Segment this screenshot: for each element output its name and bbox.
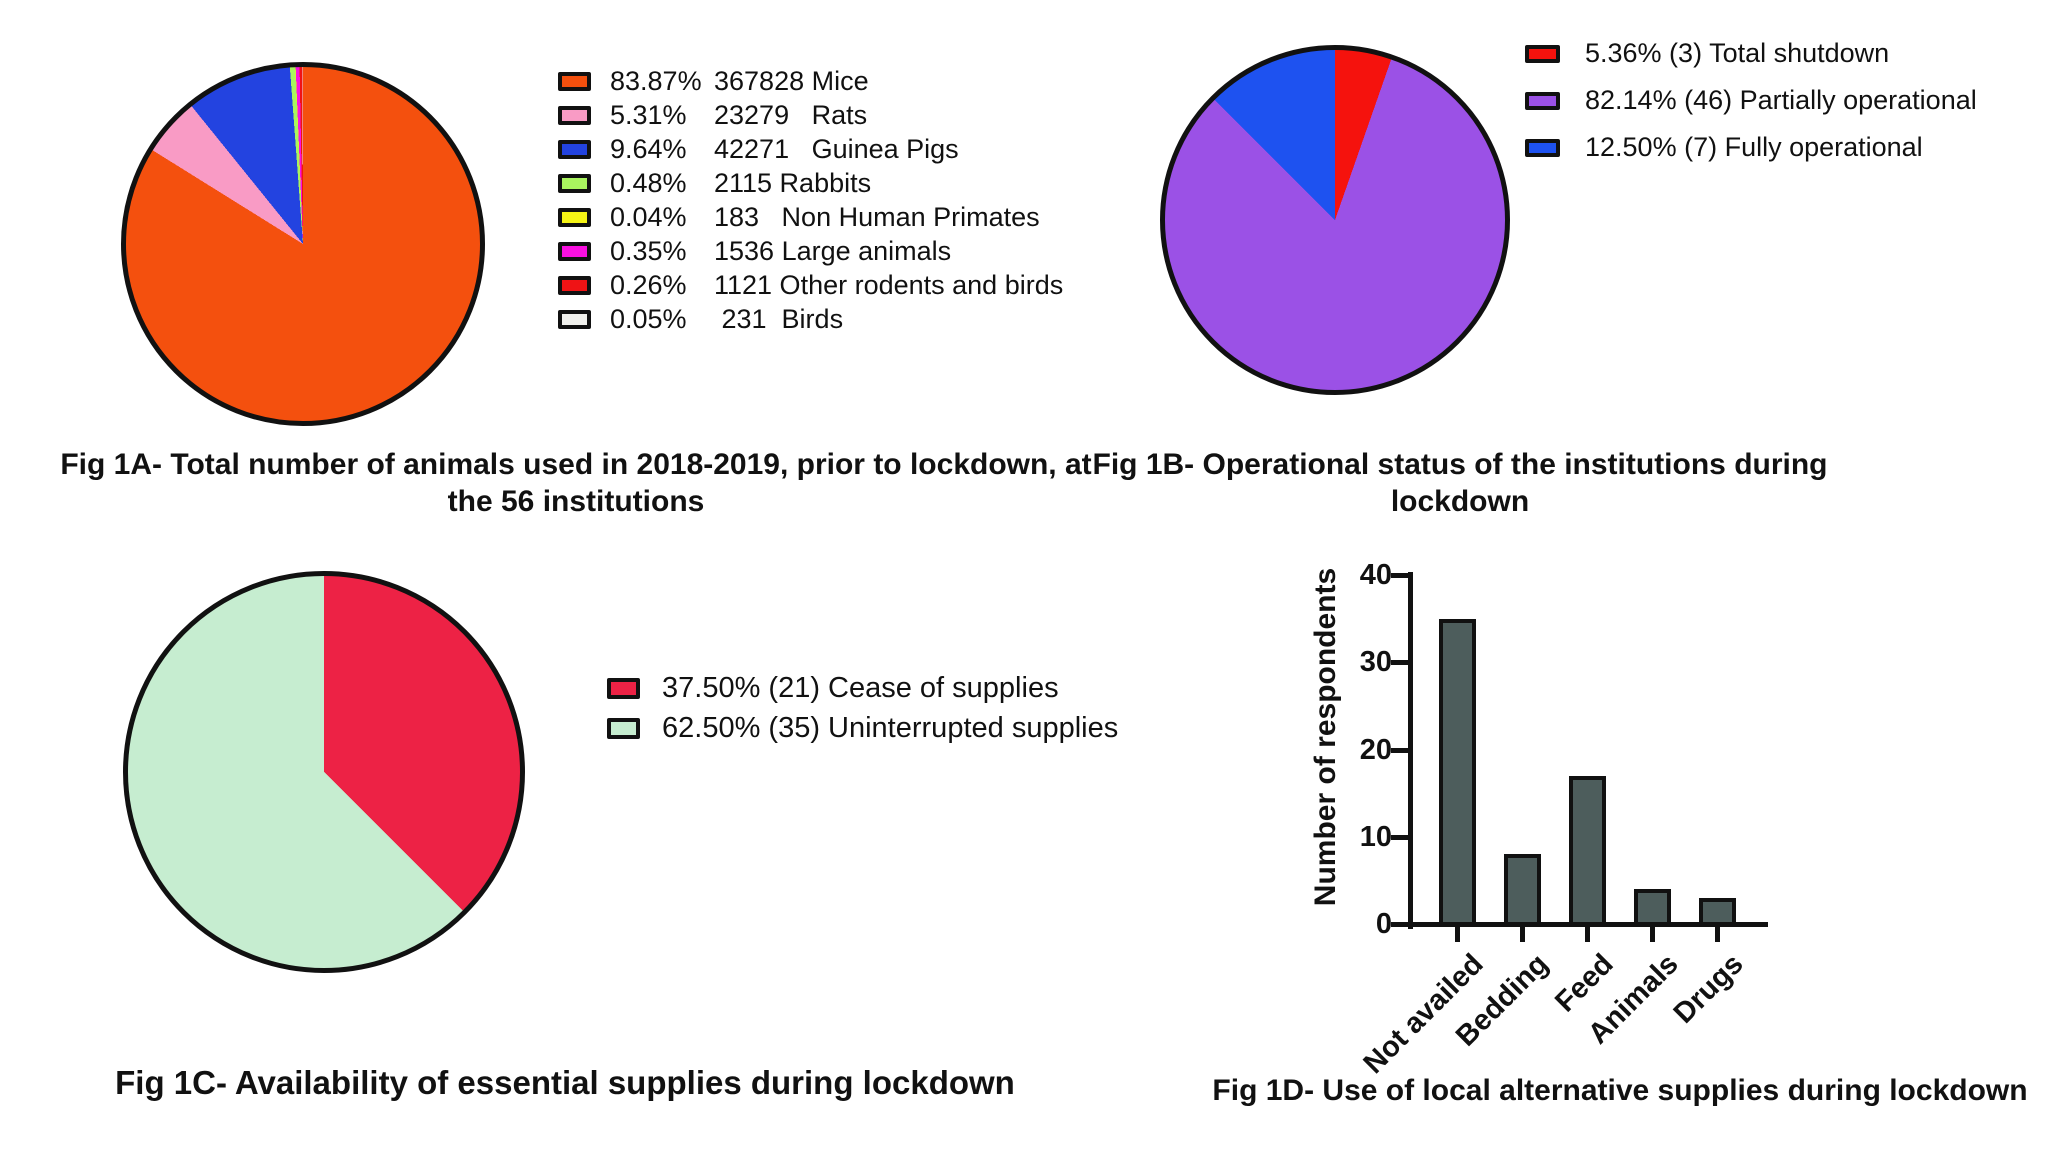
legend-swatch xyxy=(1525,91,1560,110)
x-tick xyxy=(1650,927,1655,942)
legend-row: 0.26% 1121 Other rodents and birds xyxy=(558,268,1063,302)
legend-label: 1536 Large animals xyxy=(714,235,952,266)
legend-row: 37.50% (21) Cease of supplies xyxy=(607,668,1118,708)
legend-label: 23279 Rats xyxy=(714,99,868,130)
legend-percent: 9.64% xyxy=(610,133,687,164)
legend-row: 82.14% (46) Partially operational xyxy=(1525,77,1977,124)
caption-1a: Fig 1A- Total number of animals used in … xyxy=(6,446,1146,520)
y-tick xyxy=(1391,834,1408,840)
legend-label: 37.50% (21) Cease of supplies xyxy=(662,671,1059,704)
legend-1c: 37.50% (21) Cease of supplies 62.50% (35)… xyxy=(607,668,1118,748)
y-tick xyxy=(1391,922,1408,927)
legend-label: 82.14% (46) Partially operational xyxy=(1585,85,1977,115)
legend-swatch xyxy=(558,173,591,193)
caption-1c: Fig 1C- Availability of essential suppli… xyxy=(115,1064,1015,1101)
legend-label: 42271 Guinea Pigs xyxy=(714,133,959,164)
legend-percent: 0.05% xyxy=(610,303,687,334)
legend-swatch xyxy=(558,309,591,329)
y-tick xyxy=(1391,747,1408,753)
legend-swatch xyxy=(558,207,591,227)
caption-1b-line1: Fig 1B- Operational status of the instit… xyxy=(1092,448,1828,481)
legend-swatch xyxy=(558,139,591,159)
legend-row: 9.64% 42271 Guinea Pigs xyxy=(558,132,1063,166)
legend-label: 1121 Other rodents and birds xyxy=(714,269,1064,300)
legend-percent: 0.35% xyxy=(610,235,687,266)
legend-label: 12.50% (7) Fully operational xyxy=(1585,132,1923,162)
x-axis-line xyxy=(1408,922,1768,927)
legend-swatch xyxy=(1525,138,1560,157)
bar xyxy=(1568,775,1606,927)
legend-swatch xyxy=(558,275,591,295)
y-tick-label: 10 xyxy=(1359,820,1392,853)
legend-swatch xyxy=(607,717,640,739)
legend-label: 2115 Rabbits xyxy=(714,167,872,198)
x-tick xyxy=(1585,927,1590,942)
x-tick xyxy=(1715,927,1720,942)
legend-label: 183 Non Human Primates xyxy=(714,201,1040,232)
y-tick xyxy=(1391,573,1408,578)
legend-row: 12.50% (7) Fully operational xyxy=(1525,124,1977,171)
legend-row: 0.48% 2115 Rabbits xyxy=(558,166,1063,200)
bar xyxy=(1503,854,1541,927)
legend-swatch xyxy=(1525,44,1560,63)
legend-percent: 0.26% xyxy=(610,269,687,300)
y-axis-line xyxy=(1408,572,1413,929)
legend-swatch xyxy=(558,105,591,125)
legend-row: 5.36% (3) Total shutdown xyxy=(1525,30,1977,77)
y-tick-label: 20 xyxy=(1359,733,1392,766)
legend-row: 5.31% 23279 Rats xyxy=(558,98,1063,132)
legend-row: 62.50% (35) Uninterrupted supplies xyxy=(607,708,1118,748)
legend-row: 0.35% 1536 Large animals xyxy=(558,234,1063,268)
legend-percent: 0.48% xyxy=(610,167,687,198)
caption-1a-line1: Fig 1A- Total number of animals used in … xyxy=(60,448,1092,481)
legend-row: 0.05% 231 Birds xyxy=(558,302,1063,336)
x-tick xyxy=(1520,927,1525,942)
legend-swatch xyxy=(558,241,591,261)
caption-1a-line2: the 56 institutions xyxy=(447,485,705,518)
pie-chart-1b xyxy=(1160,45,1510,395)
legend-row: 83.87% 367828 Mice xyxy=(558,64,1063,98)
legend-row: 0.04% 183 Non Human Primates xyxy=(558,200,1063,234)
legend-label: 231 Birds xyxy=(714,303,844,334)
caption-1b-line2: lockdown xyxy=(1390,485,1530,518)
legend-percent: 5.31% xyxy=(610,99,687,130)
pie-chart-1c xyxy=(123,571,525,973)
x-tick xyxy=(1455,927,1460,942)
y-tick-label: 30 xyxy=(1359,646,1392,679)
y-tick-label: 0 xyxy=(1375,908,1392,940)
legend-swatch xyxy=(558,71,591,91)
caption-1d: Fig 1D- Use of local alternative supplie… xyxy=(1212,1074,2028,1107)
legend-percent: 0.04% xyxy=(610,201,687,232)
legend-label: 5.36% (3) Total shutdown xyxy=(1585,38,1890,68)
legend-1b: 5.36% (3) Total shutdown 82.14% (46) Part… xyxy=(1525,30,1977,171)
legend-swatch xyxy=(607,677,640,699)
legend-label: 62.50% (35) Uninterrupted supplies xyxy=(662,711,1119,744)
bar xyxy=(1633,889,1671,927)
y-tick xyxy=(1391,660,1408,666)
legend-label: 367828 Mice xyxy=(714,65,869,96)
bar xyxy=(1438,618,1476,927)
caption-1b: Fig 1B- Operational status of the instit… xyxy=(1040,446,1880,520)
legend-percent: 83.87% xyxy=(610,65,702,96)
legend-1a: 83.87% 367828 Mice 5.31% 23279 Rats 9.64% 422… xyxy=(558,64,1063,336)
y-tick-label: 40 xyxy=(1359,559,1392,591)
pie-chart-1a xyxy=(121,62,485,426)
